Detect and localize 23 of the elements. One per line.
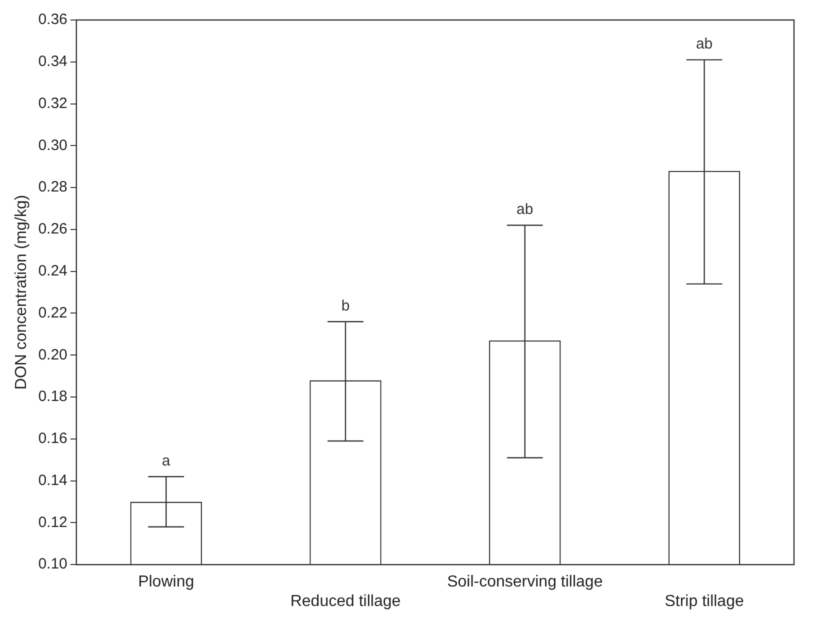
y-tick-label: 0.22 <box>38 304 68 322</box>
y-tick-label: 0.20 <box>38 346 68 364</box>
annotation: ab <box>516 200 534 218</box>
x-tick-label: Plowing <box>138 574 194 591</box>
y-tick-label: 0.26 <box>38 220 68 238</box>
y-tick-label: 0.34 <box>38 53 68 70</box>
annotation: a <box>162 452 171 470</box>
y-tick-label: 0.36 <box>38 11 68 28</box>
x-tick-label: Soil-conserving tillage <box>447 574 603 591</box>
y-tick-label: 0.24 <box>38 262 68 280</box>
annotation: ab <box>696 35 713 52</box>
y-tick-label: 0.18 <box>38 388 68 406</box>
y-tick-label: 0.30 <box>38 136 68 154</box>
y-tick-label: 0.32 <box>38 94 68 112</box>
annotation: b <box>341 297 350 314</box>
y-tick-label: 0.16 <box>38 430 68 448</box>
y-axis-title: DON concentration (mg/kg) <box>13 194 30 390</box>
y-tick-label: 0.10 <box>38 556 68 573</box>
y-tick-label: 0.28 <box>38 178 68 196</box>
y-tick-label: 0.14 <box>38 472 68 489</box>
y-tick-label: 0.12 <box>38 514 68 531</box>
x-tick-label: Strip tillage <box>664 592 744 610</box>
x-tick-label: Reduced tillage <box>290 592 401 610</box>
